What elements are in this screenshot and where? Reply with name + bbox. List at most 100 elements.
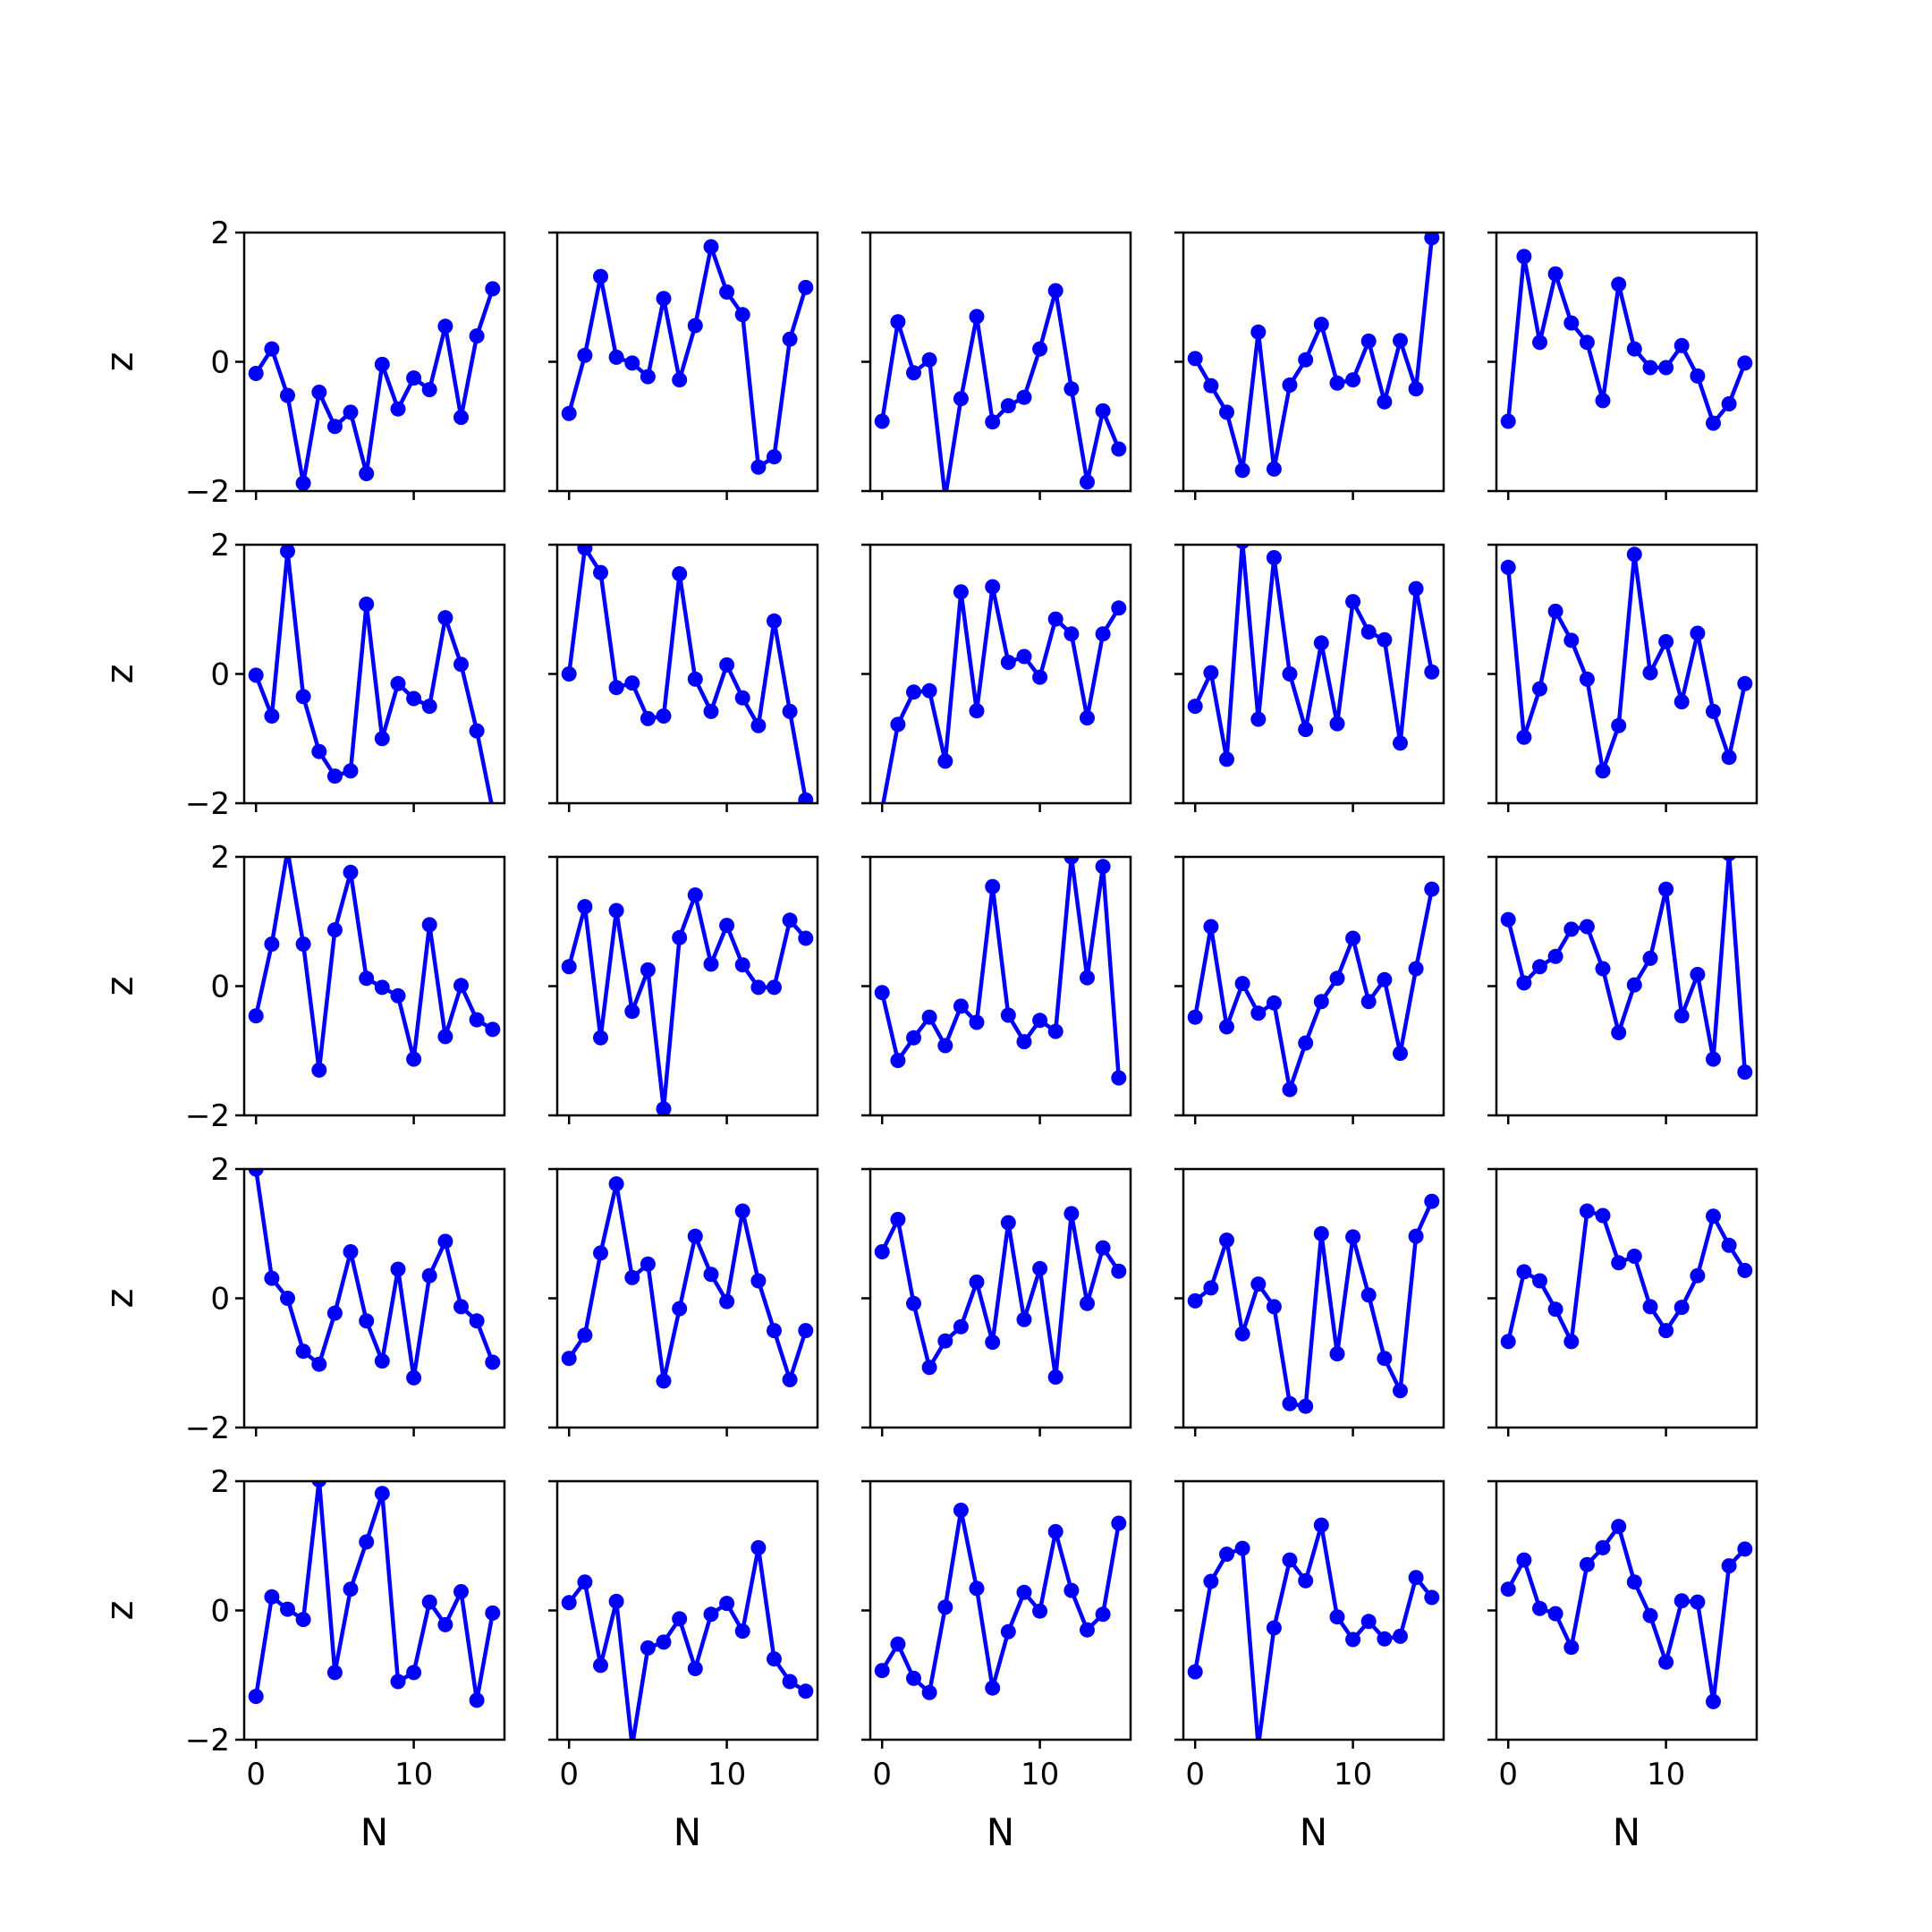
x-axis-label: N — [674, 1810, 701, 1854]
data-point — [750, 979, 767, 996]
x-tick-label: 0 — [1498, 1757, 1518, 1792]
data-point — [985, 579, 1001, 595]
data-point — [1235, 545, 1250, 549]
data-point — [561, 1351, 577, 1367]
data-point — [750, 1539, 767, 1555]
data-point — [264, 936, 280, 952]
data-series — [874, 1206, 1127, 1385]
data-point — [656, 291, 672, 307]
data-point — [1282, 666, 1298, 682]
data-point — [1095, 1606, 1111, 1623]
data-point — [1032, 669, 1048, 685]
data-point — [1032, 1013, 1048, 1029]
data-point — [593, 268, 608, 284]
data-point — [1611, 717, 1627, 733]
data-point — [969, 1274, 985, 1290]
data-point — [561, 1595, 577, 1611]
data-point — [437, 1029, 453, 1045]
data-point — [374, 1353, 390, 1369]
subplot-2-4 — [1174, 543, 1445, 812]
data-point — [1250, 711, 1267, 727]
data-point — [890, 314, 906, 330]
data-point — [782, 1674, 798, 1690]
axes-frame — [555, 543, 819, 805]
data-point — [561, 959, 577, 975]
data-point — [1298, 1035, 1314, 1051]
data-point — [1187, 1664, 1203, 1680]
data-point — [1424, 881, 1440, 897]
data-point — [1298, 722, 1314, 738]
data-point — [1111, 600, 1127, 616]
data-point — [890, 1636, 906, 1652]
data-point — [1579, 335, 1595, 351]
data-point — [1047, 283, 1063, 299]
data-point — [624, 1004, 640, 1020]
data-point — [703, 1267, 719, 1283]
data-point — [767, 1651, 782, 1667]
axes-frame — [1495, 543, 1758, 805]
data-point — [1737, 355, 1753, 371]
subplot-4-2 — [548, 1167, 819, 1436]
y-tick-label: 2 — [210, 528, 230, 564]
data-point — [1595, 1539, 1611, 1555]
data-point — [1424, 233, 1440, 246]
data-point — [311, 1356, 327, 1372]
data-point — [1250, 324, 1267, 340]
data-series — [248, 1169, 501, 1385]
data-point — [469, 1692, 485, 1708]
data-point — [248, 1169, 264, 1177]
data-point — [1063, 626, 1080, 642]
y-tick-label: 0 — [210, 345, 230, 381]
data-point — [1345, 930, 1361, 946]
data-point — [359, 1534, 375, 1550]
data-point — [1500, 1581, 1516, 1597]
data-point — [1408, 381, 1424, 397]
data-point — [577, 347, 593, 363]
series-line — [1192, 1522, 1434, 1740]
data-point — [359, 970, 375, 987]
data-point — [295, 936, 311, 952]
data-point — [326, 1305, 343, 1321]
data-point — [750, 717, 767, 733]
data-point — [1345, 1631, 1361, 1648]
data-series — [1500, 857, 1753, 1080]
data-point — [1424, 1193, 1440, 1209]
y-tick-label: 0 — [210, 970, 230, 1005]
data-point — [1500, 413, 1516, 429]
data-point — [295, 1612, 311, 1628]
data-point — [1063, 381, 1080, 397]
data-point — [921, 1360, 937, 1376]
data-point — [1690, 625, 1706, 641]
subplot-3-5 — [1487, 855, 1758, 1124]
data-point — [326, 768, 343, 784]
data-series — [1187, 881, 1440, 1097]
data-point — [1047, 1369, 1063, 1385]
data-point — [1016, 1311, 1032, 1327]
data-point — [1721, 396, 1737, 411]
data-point — [1563, 1640, 1580, 1656]
series-line — [1505, 254, 1747, 426]
data-point — [577, 899, 593, 915]
data-point — [1626, 547, 1642, 563]
data-point — [453, 978, 469, 994]
series-line — [253, 1169, 495, 1380]
series-line — [1506, 1208, 1747, 1344]
data-point — [921, 352, 937, 368]
data-point — [608, 902, 624, 919]
data-series — [561, 1539, 814, 1740]
data-point — [1016, 1034, 1032, 1050]
data-point — [1360, 994, 1377, 1010]
data-point — [1642, 1299, 1658, 1315]
data-point — [906, 1030, 921, 1046]
data-point — [890, 1211, 906, 1227]
axes-frame — [869, 543, 1132, 805]
data-point — [1547, 1301, 1563, 1318]
data-point — [1595, 1208, 1611, 1224]
data-point — [640, 962, 656, 978]
data-point — [264, 341, 280, 357]
data-point — [1360, 1287, 1377, 1303]
data-point — [1500, 1334, 1516, 1350]
data-point — [1408, 1228, 1424, 1244]
data-point — [703, 1606, 719, 1623]
